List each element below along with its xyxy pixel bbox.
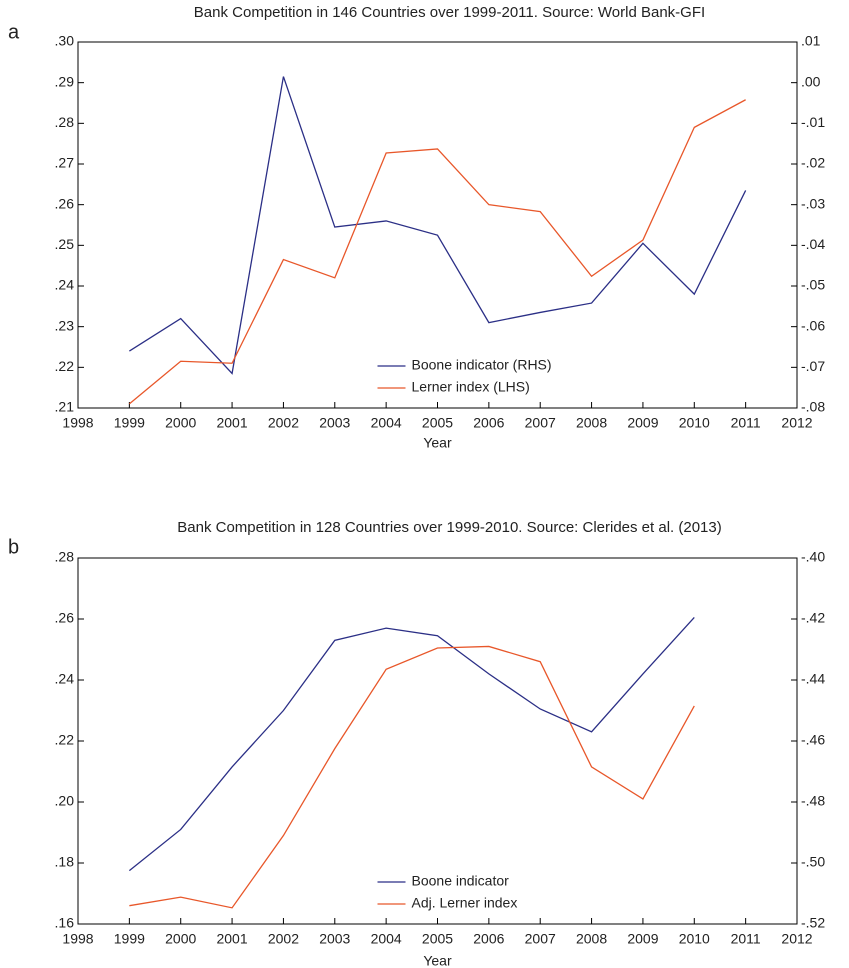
y-tick-label: .30 (55, 33, 75, 49)
y2-tick-label: -.42 (801, 610, 825, 626)
y-tick-label: .21 (55, 399, 75, 415)
x-tick-label: 2009 (627, 415, 658, 431)
chart-title: Bank Competition in 146 Countries over 1… (194, 4, 705, 21)
y-tick-label: .24 (55, 277, 75, 293)
x-tick-label: 2007 (525, 415, 556, 431)
x-tick-label: 2008 (576, 931, 607, 947)
y2-tick-label: -.44 (801, 671, 825, 687)
y2-tick-label: -.05 (801, 277, 825, 293)
x-tick-label: 2008 (576, 415, 607, 431)
x-tick-label: 2005 (422, 415, 453, 431)
x-tick-label: 2010 (679, 415, 710, 431)
x-tick-label: 2002 (268, 931, 299, 947)
y2-tick-label: .01 (801, 33, 821, 49)
x-tick-label: 2005 (422, 931, 453, 947)
y-tick-label: .29 (55, 73, 75, 89)
y-tick-label: .26 (55, 195, 75, 211)
x-tick-label: 2004 (371, 415, 402, 431)
y-tick-label: .25 (55, 236, 75, 252)
x-tick-label: 2003 (319, 931, 350, 947)
x-tick-label: 2011 (731, 931, 761, 947)
plot-frame (77, 557, 798, 925)
x-tick-label: 2003 (319, 415, 350, 431)
y-tick-label: .24 (55, 671, 75, 687)
y2-tick-label: -.08 (801, 399, 825, 415)
panel-label: a (8, 21, 20, 43)
y-tick-label: .27 (55, 155, 75, 171)
x-tick-label: 2000 (165, 415, 196, 431)
y2-tick-label: -.06 (801, 317, 825, 333)
x-tick-label: 2012 (781, 415, 812, 431)
x-tick-label: 2009 (627, 931, 658, 947)
y-tick-label: .20 (55, 793, 75, 809)
data-line (128, 617, 695, 872)
x-tick-label: 1998 (62, 931, 93, 947)
legend-label: Boone indicator (RHS) (412, 357, 552, 373)
y-tick-label: .22 (55, 732, 75, 748)
x-tick-label: 2012 (781, 931, 812, 947)
y-tick-label: .16 (55, 915, 75, 931)
y2-tick-label: -.50 (801, 854, 825, 870)
data-line (129, 645, 695, 909)
y-tick-label: .23 (55, 317, 75, 333)
legend-label: Lerner index (LHS) (412, 379, 530, 395)
y2-tick-label: -.03 (801, 195, 825, 211)
x-tick-label: 1999 (114, 415, 145, 431)
panel-label: b (8, 536, 19, 558)
y2-tick-label: -.46 (801, 732, 825, 748)
y2-tick-label: -.52 (801, 915, 825, 931)
chart-title: Bank Competition in 128 Countries over 1… (177, 519, 721, 536)
x-tick-label: 1999 (114, 931, 145, 947)
y-tick-label: .26 (55, 610, 75, 626)
y2-tick-label: -.01 (801, 114, 825, 130)
x-tick-label: 2010 (679, 931, 710, 947)
y2-tick-label: -.04 (801, 236, 825, 252)
y2-tick-label: -.02 (801, 155, 825, 171)
x-tick-label: 2004 (371, 931, 402, 947)
y2-tick-label: -.48 (801, 793, 825, 809)
legend-label: Boone indicator (412, 873, 510, 889)
x-tick-label: 1998 (62, 415, 93, 431)
x-tick-label: 2007 (525, 931, 556, 947)
y2-tick-label: .00 (801, 73, 821, 89)
data-line (129, 76, 747, 375)
x-tick-label: 2001 (216, 415, 247, 431)
x-axis-label: Year (423, 953, 452, 968)
x-axis-label: Year (423, 435, 452, 451)
y2-tick-label: -.40 (801, 549, 825, 565)
x-tick-label: 2000 (165, 931, 196, 947)
y-tick-label: .28 (55, 549, 75, 565)
data-line (128, 99, 746, 405)
x-tick-label: 2006 (473, 415, 504, 431)
x-tick-label: 2001 (216, 931, 247, 947)
legend-label: Adj. Lerner index (412, 895, 518, 911)
y2-tick-label: -.07 (801, 358, 825, 374)
y-tick-label: .22 (55, 358, 75, 374)
plot-frame (77, 41, 798, 409)
x-tick-label: 2006 (473, 931, 504, 947)
y-tick-label: .28 (55, 114, 75, 130)
x-tick-label: 2002 (268, 415, 299, 431)
y-tick-label: .18 (55, 854, 75, 870)
x-tick-label: 2011 (731, 415, 761, 431)
